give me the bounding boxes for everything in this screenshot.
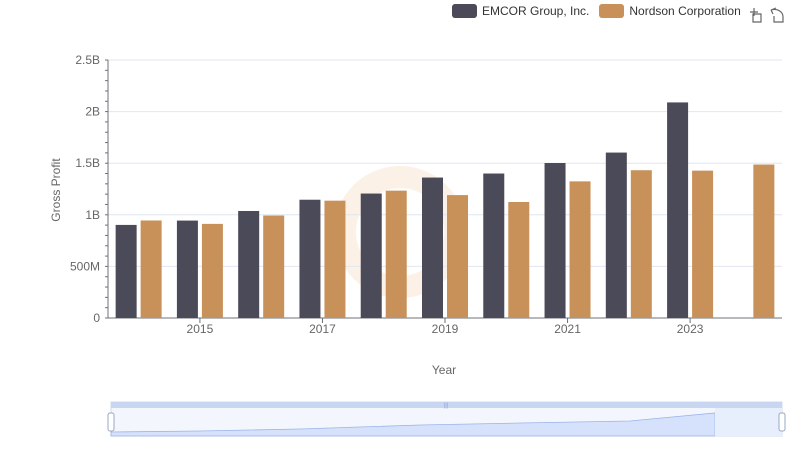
bar-nordson-2024[interactable] <box>753 164 775 318</box>
bar-nordson-2015[interactable] <box>201 223 223 318</box>
datazoom-preview-area <box>110 412 716 437</box>
legend-swatch-emcor <box>452 4 477 18</box>
x-tick-label: 2023 <box>677 322 704 336</box>
bar-emcor-2017[interactable] <box>299 199 321 318</box>
bar-emcor-2019[interactable] <box>422 177 443 318</box>
bar-emcor-2020[interactable] <box>483 173 505 318</box>
y-tick-label: 1B <box>85 208 100 222</box>
toolbar <box>746 6 786 24</box>
legend: EMCOR Group, Inc. Nordson Corporation <box>452 4 751 18</box>
bar-nordson-2020[interactable] <box>508 202 530 318</box>
y-tick-label: 500M <box>70 259 100 273</box>
bar-nordson-2022[interactable] <box>630 170 652 318</box>
bar-nordson-2014[interactable] <box>140 220 162 318</box>
bar-nordson-2021[interactable] <box>569 181 591 318</box>
bar-emcor-2022[interactable] <box>605 152 627 318</box>
restore-icon[interactable] <box>768 6 786 24</box>
legend-item-emcor[interactable]: EMCOR Group, Inc. <box>452 4 589 18</box>
y-tick-labels: 0 500M 1B 1.5B 2B 2.5B <box>70 53 100 325</box>
legend-item-nordson[interactable]: Nordson Corporation <box>599 4 741 18</box>
svg-text:|||: ||| <box>444 403 449 409</box>
bar-nordson-2017[interactable] <box>324 200 346 318</box>
y-tick-label: 0 <box>93 311 100 325</box>
x-axis-title: Year <box>432 363 456 377</box>
x-tick-label: 2015 <box>187 322 214 336</box>
bar-nordson-2023[interactable] <box>692 170 714 318</box>
legend-label-emcor: EMCOR Group, Inc. <box>482 4 590 18</box>
bar-emcor-2023[interactable] <box>667 102 689 319</box>
bar-emcor-2021[interactable] <box>544 162 566 318</box>
bar-emcor-2015[interactable] <box>176 220 198 318</box>
legend-swatch-nordson <box>599 4 625 18</box>
bars <box>115 102 775 319</box>
x-tick-label: 2019 <box>432 322 459 336</box>
bar-nordson-2016[interactable] <box>263 215 285 318</box>
datazoom-left-handle[interactable] <box>107 412 115 432</box>
bar-emcor-2016[interactable] <box>238 210 260 318</box>
zoom-icon[interactable] <box>748 6 766 24</box>
datazoom-right-handle[interactable] <box>778 412 786 432</box>
bar-emcor-2018[interactable] <box>360 193 382 318</box>
y-axis-title: Gross Profit <box>49 158 63 222</box>
bar-emcor-2014[interactable] <box>115 224 137 318</box>
x-tick-labels: 2015 2017 2019 2021 2023 <box>187 318 704 336</box>
x-tick-label: 2021 <box>554 322 581 336</box>
y-tick-label: 2B <box>85 105 100 119</box>
bar-nordson-2018[interactable] <box>385 190 407 318</box>
datazoom-slider[interactable]: ||| <box>107 401 786 437</box>
y-tick-label: 1.5B <box>75 156 100 170</box>
x-tick-label: 2017 <box>309 322 336 336</box>
y-tick-label: 2.5B <box>75 53 100 67</box>
bar-nordson-2019[interactable] <box>447 195 468 318</box>
legend-label-nordson: Nordson Corporation <box>629 4 741 18</box>
